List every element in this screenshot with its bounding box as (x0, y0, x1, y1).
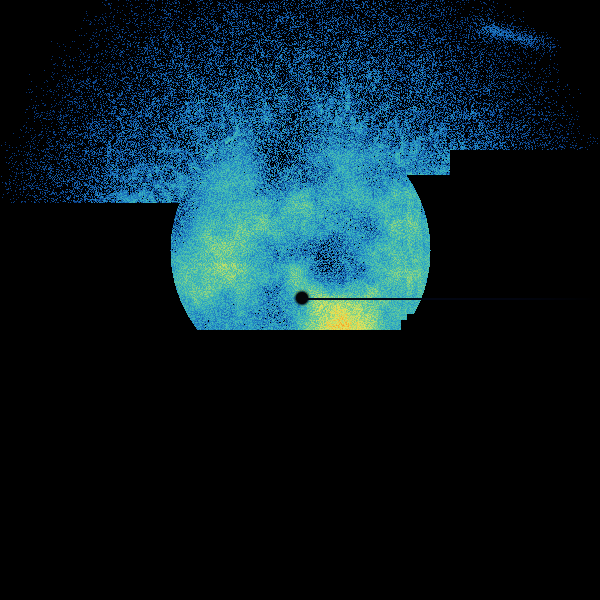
sky-image-canvas (0, 0, 600, 600)
image-viewport: X-ray false-color diffuse emission field… (0, 0, 600, 600)
